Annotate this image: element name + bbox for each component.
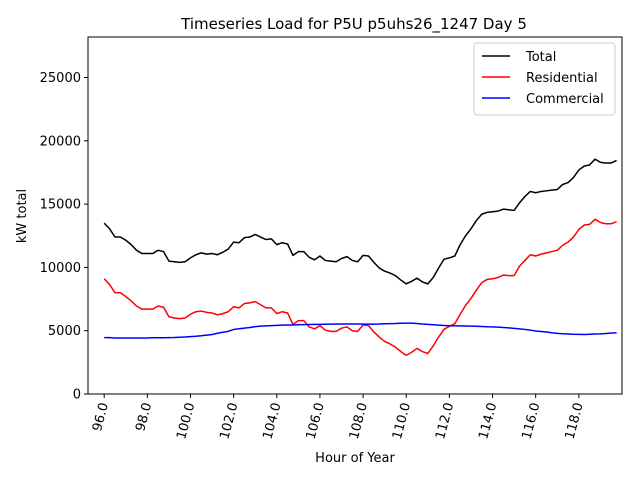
y-tick-label: 25000 <box>40 71 81 86</box>
plot-area <box>87 36 623 395</box>
x-tick-label: 96.0 <box>90 401 112 433</box>
legend: Total Residential Commercial <box>473 42 616 116</box>
legend-box <box>473 42 616 116</box>
y-tick-label: 20000 <box>40 134 81 149</box>
legend-label-total: Total <box>525 50 556 65</box>
series-line-residential <box>103 218 617 357</box>
series-layer <box>103 158 617 357</box>
legend-label-commercial: Commercial <box>526 92 604 107</box>
chart-title: Timeseries Load for P5U p5uhs26_1247 Day… <box>180 15 527 34</box>
y-tick-label: 15000 <box>40 198 81 213</box>
series-line-commercial <box>104 322 617 339</box>
plot-frame <box>87 36 623 395</box>
y-tick-label: 5000 <box>48 324 81 339</box>
x-axis-label: Hour of Year <box>315 451 395 466</box>
series-line-total <box>103 158 617 285</box>
y-tick-label: 0 <box>73 388 81 403</box>
y-tick-label: 10000 <box>40 261 81 276</box>
legend-label-residential: Residential <box>526 71 598 86</box>
y-axis-label: kW total <box>15 189 30 243</box>
y-axis: 0 5000 10000 15000 20000 25000 <box>40 71 88 403</box>
x-tick-label: 98.0 <box>133 401 155 433</box>
